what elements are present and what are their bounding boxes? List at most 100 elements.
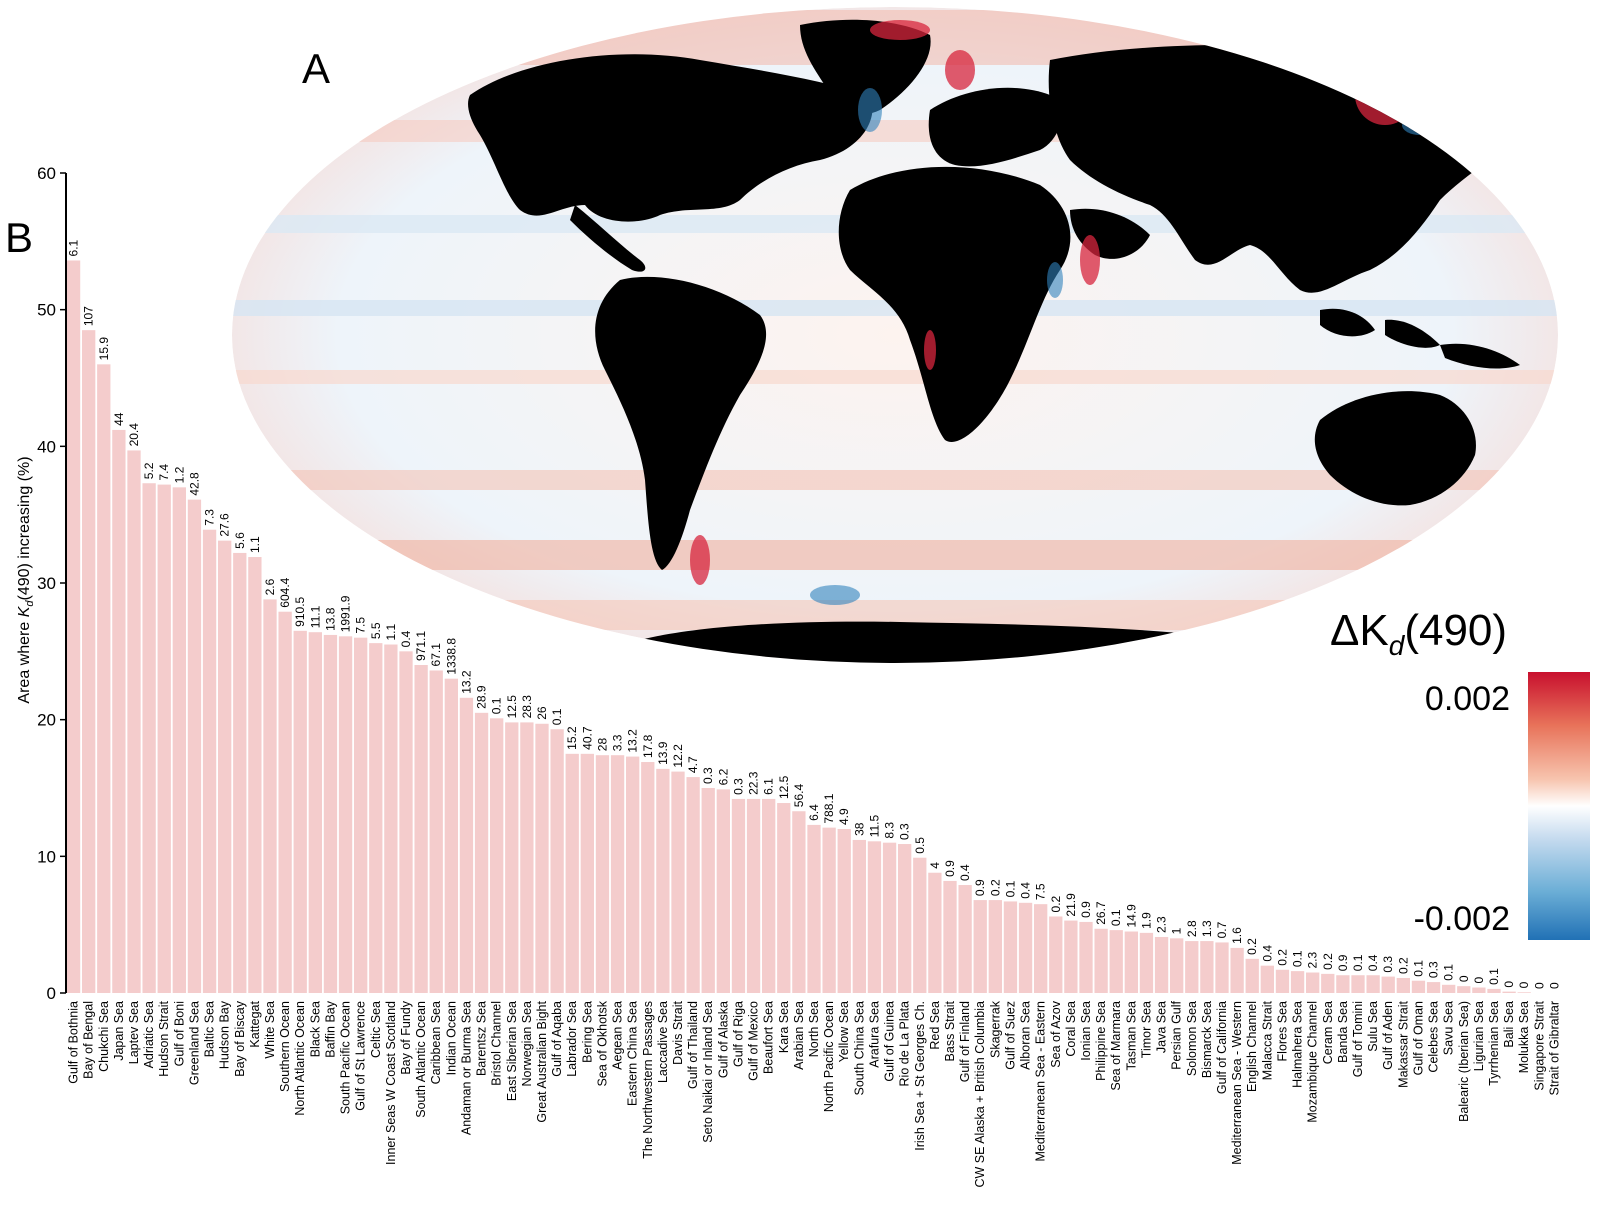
x-tick-label: Hudson Strait [157, 1000, 171, 1076]
bar [1442, 984, 1456, 993]
x-tick-label: Gulf of Guinea [883, 1001, 897, 1082]
bar-data-label: 11.1 [308, 605, 322, 628]
bar-data-label: 20.4 [127, 423, 141, 447]
x-tick-label: Eastern China Sea [626, 1001, 640, 1106]
bar [1290, 971, 1305, 993]
x-tick-label: Davis Strait [671, 1000, 685, 1064]
bar [187, 499, 202, 993]
colorbar-min-label: -0.002 [1414, 900, 1510, 938]
x-tick-label: Adriatic Sea [142, 1001, 156, 1068]
bar [882, 842, 897, 993]
bar [1154, 936, 1169, 993]
bar [686, 777, 700, 993]
bar-data-label: 67.1 [429, 643, 443, 667]
bar [913, 857, 927, 993]
bar [82, 330, 96, 993]
bar [1245, 958, 1259, 993]
bar [474, 712, 489, 993]
bar-data-label: 0 [1532, 982, 1546, 989]
x-tick-label: Baltic Sea [203, 1001, 217, 1057]
bar-data-label: 0.4 [958, 864, 972, 881]
panel-label-a: A [302, 45, 330, 92]
x-tick-label: Norwegian Sea [520, 1001, 534, 1087]
bar [1487, 988, 1501, 993]
bar-data-label: 13.8 [323, 607, 337, 631]
bar-data-label: 13.9 [656, 741, 670, 765]
x-tick-label: Gulf of Alaska [716, 1001, 730, 1078]
x-tick-label: Baffin Bay [323, 1000, 337, 1058]
x-tick-label: Malacca Strait [1260, 1000, 1274, 1080]
bar-data-label: 107 [82, 306, 96, 326]
bar [867, 841, 882, 993]
bar [1049, 916, 1063, 993]
bar [1472, 987, 1486, 993]
bar-data-label: 42.8 [187, 472, 201, 496]
bar [1139, 932, 1154, 993]
bar [1094, 928, 1108, 993]
x-tick-label: Bay of Fundy [399, 1000, 413, 1074]
bar [263, 599, 277, 993]
x-tick-label: Gulf of St Lawrence [354, 1001, 368, 1111]
x-tick-label: Bass Strait [943, 1000, 957, 1061]
bar-data-label: 0.3 [1427, 961, 1441, 978]
x-tick-label: Mediterranean Sea - Eastern [1034, 1001, 1048, 1162]
x-tick-label: Bali Sea [1502, 1001, 1516, 1048]
x-tick-label: Aegean Sea [611, 1001, 625, 1070]
bar-data-label: 13.2 [626, 729, 640, 753]
bar [233, 552, 247, 993]
x-tick-label: Bay of Biscay [233, 1000, 247, 1076]
bar-data-label: 17.8 [641, 734, 655, 758]
x-tick-label: Coral Sea [1064, 1001, 1078, 1057]
bar-data-label: 0.3 [1381, 956, 1395, 973]
bar-data-label: 6.1 [762, 778, 776, 795]
y-tick-label: 30 [37, 574, 56, 593]
x-tick-label: Strait of Gibraltar [1547, 1001, 1561, 1095]
bar-data-label: 26.7 [1094, 901, 1108, 925]
bar [444, 678, 458, 993]
bar [1230, 947, 1244, 993]
x-tick-label: Seto Naikai or Inland Sea [701, 1001, 715, 1143]
bar [1018, 902, 1033, 993]
bar [1502, 991, 1516, 993]
bar [429, 670, 443, 993]
bar [852, 839, 866, 993]
bar [1336, 975, 1350, 993]
bar [762, 798, 776, 993]
x-tick-label: Makassar Strait [1396, 1000, 1410, 1087]
x-tick-label: Ionian Sea [1079, 1001, 1093, 1061]
x-tick-label: Molukka Sea [1517, 1001, 1531, 1073]
bar [354, 637, 368, 993]
x-tick-label: North Sea [807, 1001, 821, 1057]
x-tick-label: Chukchi Sea [97, 1001, 111, 1072]
bar [1306, 972, 1320, 993]
x-tick-label: Gulf of Thailand [686, 1001, 700, 1089]
bar-data-label: 0.4 [399, 630, 413, 647]
bar-data-label: 0.9 [973, 879, 987, 896]
bar-data-label: 0.1 [1109, 909, 1123, 926]
bar [701, 788, 715, 993]
bar-data-label: 2.3 [1155, 916, 1169, 933]
bar-data-label: 0.3 [701, 767, 715, 784]
bar [1351, 975, 1365, 993]
x-tick-label: Gulf of Riga [731, 1001, 745, 1067]
bar-data-label: 6.2 [716, 768, 730, 785]
bar-data-label: 0 [1502, 981, 1516, 988]
bar-data-label: 4.9 [837, 808, 851, 825]
x-tick-label: Sea of Azov [1049, 1000, 1063, 1067]
bar-data-label: 1.9 [1139, 912, 1153, 929]
bar-data-label: 0.1 [490, 697, 504, 714]
bar-data-label: 13.2 [459, 670, 473, 694]
x-tick-label: Irish Sea + St Georges Ch. [913, 1001, 927, 1151]
x-tick-label: Bay of Bengal [82, 1001, 96, 1079]
x-tick-label: CW SE Alaska + British Columbia [973, 1001, 987, 1188]
bar [988, 900, 1002, 993]
bar [414, 665, 428, 993]
panel-label-b: B [5, 214, 33, 261]
x-tick-label: English Channel [1245, 1001, 1259, 1092]
bar-data-label: 0.1 [1442, 964, 1456, 981]
bar [656, 768, 670, 993]
bar [1457, 986, 1471, 993]
bar [338, 636, 353, 993]
